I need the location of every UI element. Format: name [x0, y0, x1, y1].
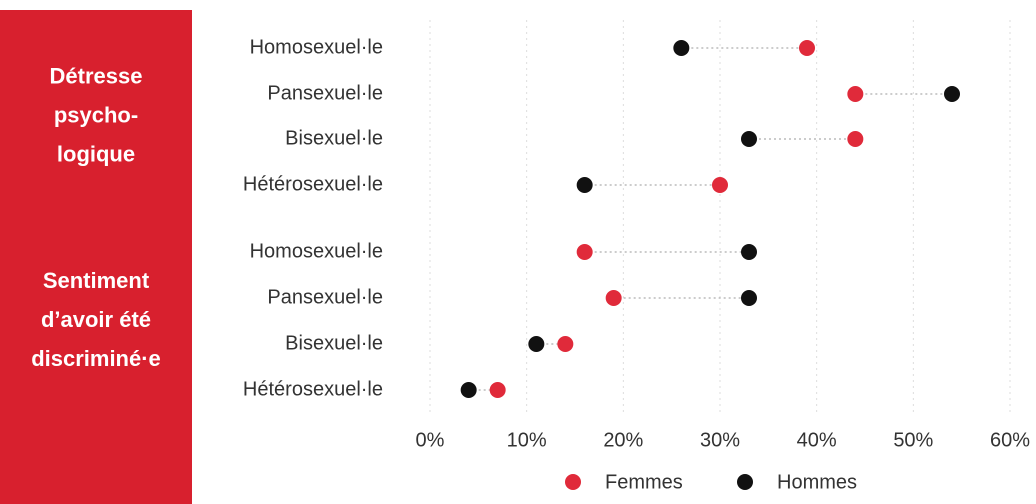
x-tick-label: 50%	[893, 429, 933, 451]
dot	[489, 382, 506, 398]
legend-marker	[737, 474, 753, 490]
category-label: Homosexuel·le	[250, 36, 383, 58]
dot	[944, 86, 960, 102]
dot	[847, 86, 864, 102]
category-label: Hétérosexuel·le	[243, 378, 383, 400]
x-tick-label: 0%	[416, 429, 445, 451]
legend-label: Hommes	[777, 471, 857, 493]
group-panel	[0, 10, 192, 504]
x-tick-label: 60%	[990, 429, 1030, 451]
group-label: d’avoir été	[41, 307, 151, 332]
group-label: logique	[57, 141, 135, 166]
legend-marker	[565, 474, 581, 490]
category-label: Bisexuel·le	[285, 127, 383, 149]
x-tick-label: 40%	[797, 429, 837, 451]
category-label: Bisexuel·le	[285, 332, 383, 354]
group-label: Détresse	[50, 63, 143, 88]
group-label: psycho-	[54, 102, 138, 127]
dot	[557, 336, 574, 352]
group-label: discriminé·e	[31, 346, 161, 371]
dot	[673, 40, 690, 56]
category-label: Pansexuel·le	[267, 82, 383, 104]
dot	[847, 131, 864, 147]
dot	[605, 290, 622, 306]
dot	[799, 40, 815, 56]
x-tick-label: 20%	[603, 429, 643, 451]
x-tick-label: 10%	[507, 429, 547, 451]
category-label: Homosexuel·le	[250, 240, 383, 262]
dot	[741, 244, 757, 260]
dot	[576, 177, 593, 193]
group-label: Sentiment	[43, 268, 150, 293]
dot	[712, 177, 728, 193]
dot	[460, 382, 477, 398]
dot	[528, 336, 545, 352]
dot	[576, 244, 593, 260]
x-tick-label: 30%	[700, 429, 740, 451]
category-label: Pansexuel·le	[267, 286, 383, 308]
category-label: Hétérosexuel·le	[243, 173, 383, 195]
dot	[741, 290, 757, 306]
legend-label: Femmes	[605, 471, 683, 493]
dot	[741, 131, 757, 147]
